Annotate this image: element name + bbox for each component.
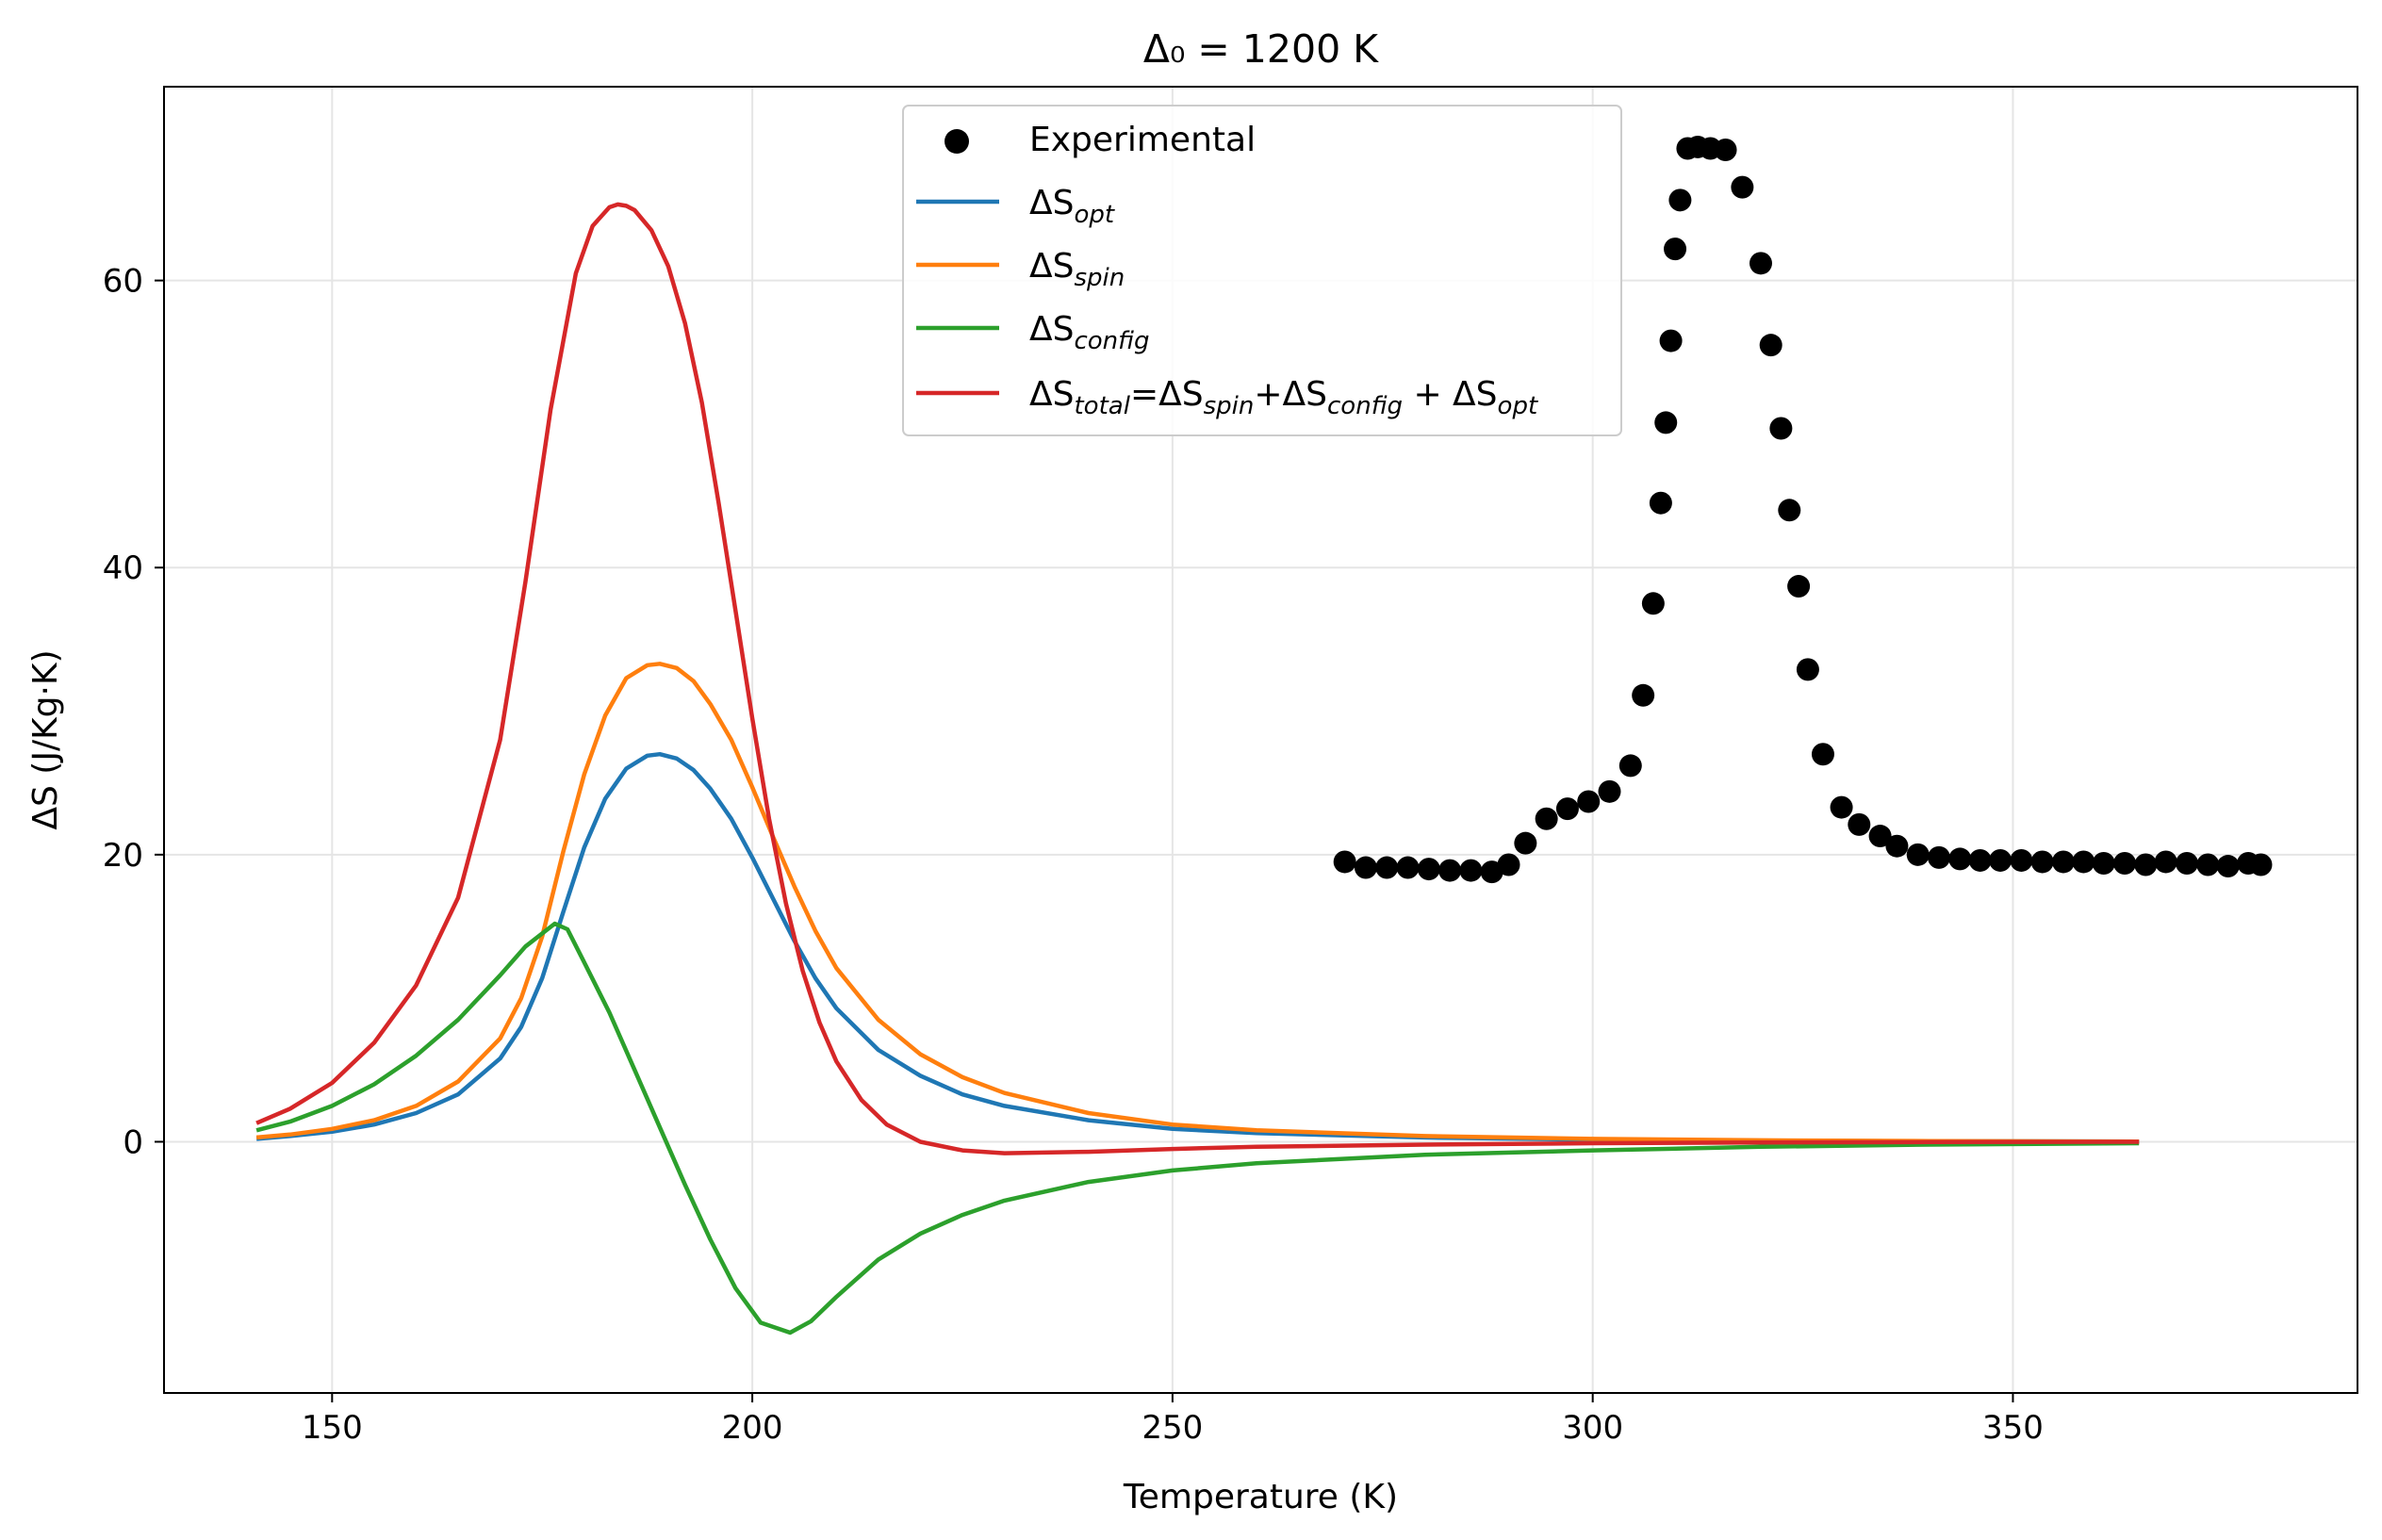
experimental-point bbox=[1632, 683, 1655, 707]
x-tick-label: 350 bbox=[1982, 1409, 2044, 1447]
experimental-point bbox=[1778, 499, 1801, 522]
experimental-point bbox=[2154, 850, 2177, 874]
experimental-point bbox=[1830, 795, 1853, 819]
legend-box bbox=[902, 105, 1622, 436]
chart-title: Δ₀ = 1200 K bbox=[1143, 26, 1379, 72]
experimental-point bbox=[2030, 850, 2054, 874]
y-axis-label: ΔS (J/Kg·K) bbox=[26, 649, 65, 829]
legend-label-total: ΔStotal=ΔSspin+ΔSconfig + ΔSopt bbox=[1029, 375, 1538, 420]
experimental-point bbox=[1514, 831, 1537, 855]
experimental-point bbox=[2249, 853, 2273, 876]
series-layer bbox=[255, 135, 2273, 1335]
y-tick-label: 0 bbox=[123, 1123, 143, 1161]
experimental-point bbox=[1555, 797, 1579, 821]
experimental-point bbox=[1459, 859, 1483, 882]
experimental-point bbox=[1749, 252, 1772, 275]
experimental-point bbox=[2072, 850, 2095, 874]
experimental-point bbox=[2010, 848, 2033, 872]
experimental-point bbox=[2051, 850, 2075, 874]
experimental-point bbox=[1598, 779, 1621, 803]
x-tick-label: 250 bbox=[1142, 1409, 1203, 1447]
series-line-config bbox=[255, 921, 2140, 1335]
x-tick-label: 300 bbox=[1562, 1409, 1623, 1447]
experimental-point bbox=[1333, 850, 1356, 874]
legend-marker-experimental bbox=[945, 129, 969, 154]
legend-label-spin: ΔSspin bbox=[1029, 247, 1125, 292]
experimental-point bbox=[2092, 851, 2115, 875]
experimental-point bbox=[1811, 743, 1834, 766]
experimental-point bbox=[1649, 491, 1672, 515]
axes bbox=[163, 86, 2358, 1394]
experimental-point bbox=[1968, 848, 1992, 872]
experimental-point bbox=[2176, 851, 2199, 875]
experimental-point bbox=[1668, 188, 1692, 212]
series-line-total bbox=[255, 202, 2140, 1155]
legend-label-config: ΔSconfig bbox=[1029, 310, 1149, 355]
x-tick-label: 200 bbox=[722, 1409, 783, 1447]
experimental-point bbox=[1927, 845, 1950, 869]
experimental-point bbox=[1989, 848, 2012, 872]
experimental-point bbox=[1759, 334, 1782, 357]
x-axis-label: Temperature (K) bbox=[1123, 1478, 1398, 1516]
experimental-point bbox=[1577, 790, 1601, 813]
tick-labels: 150 200 250 300 350 0 20 40 60 bbox=[103, 263, 2044, 1447]
experimental-point bbox=[1535, 807, 1558, 830]
plot-frame bbox=[163, 86, 2358, 1394]
experimental-point bbox=[1375, 856, 1399, 879]
experimental-point bbox=[1641, 592, 1665, 615]
experimental-point bbox=[2134, 853, 2158, 876]
legend: Experimental ΔSopt ΔSspin ΔSconfig ΔStotal=Δ… bbox=[902, 105, 1622, 436]
series-line-spin bbox=[255, 662, 2140, 1144]
experimental-point bbox=[1868, 825, 1892, 848]
experimental-point bbox=[1417, 858, 1440, 881]
experimental-point bbox=[1659, 329, 1683, 352]
experimental-point bbox=[1906, 843, 1930, 866]
experimental-point bbox=[2113, 851, 2137, 875]
legend-label-experimental: Experimental bbox=[1029, 121, 1256, 159]
y-tick-label: 40 bbox=[103, 549, 143, 587]
x-tick-label: 150 bbox=[302, 1409, 363, 1447]
y-tick-label: 60 bbox=[103, 263, 143, 301]
experimental-point bbox=[1354, 856, 1377, 879]
experimental-point bbox=[1396, 856, 1420, 879]
experimental-point bbox=[1731, 175, 1754, 199]
experimental-point bbox=[1438, 859, 1462, 882]
legend-label-opt: ΔSopt bbox=[1029, 184, 1115, 229]
experimental-point bbox=[1654, 411, 1678, 434]
experimental-point bbox=[1787, 575, 1811, 598]
experimental-point bbox=[1769, 417, 1793, 440]
experimental-point bbox=[1618, 754, 1642, 778]
experimental-point bbox=[1885, 834, 1909, 858]
series-line-opt bbox=[255, 751, 2140, 1144]
experimental-point bbox=[1714, 139, 1737, 162]
experimental-point bbox=[1948, 847, 1972, 871]
y-tick-label: 20 bbox=[103, 837, 143, 875]
experimental-point bbox=[2196, 853, 2220, 876]
experimental-point bbox=[2216, 855, 2240, 878]
experimental-point bbox=[1664, 238, 1687, 261]
experimental-point bbox=[1497, 853, 1520, 876]
experimental-point bbox=[1796, 658, 1819, 681]
experimental-point bbox=[1848, 812, 1871, 836]
